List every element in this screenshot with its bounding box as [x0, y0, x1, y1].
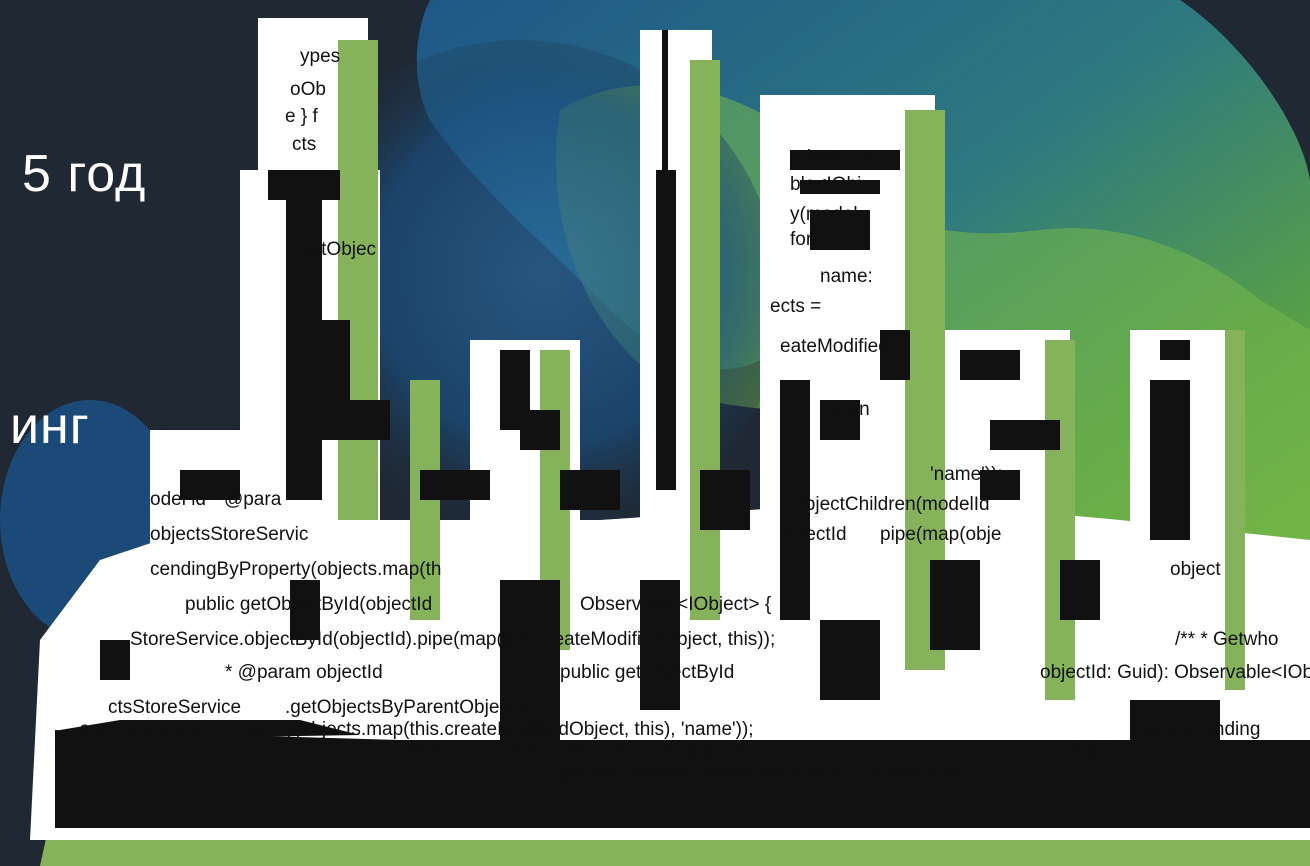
code-fragment: sortAscending	[1140, 719, 1260, 740]
code-fragment: cts	[292, 134, 316, 155]
code-fragment: object	[1170, 559, 1221, 580]
code-fragment: sortAscendingByProperty(objects.map(this…	[80, 719, 754, 740]
code-fragment: getObjec	[300, 239, 376, 260]
code-fragment: cendingByProperty(objects.map(th	[150, 559, 441, 580]
code-fragment: * @param objectId	[225, 662, 383, 683]
code-fragment: collator = new Intl.Collator(this.transl…	[390, 741, 812, 762]
code-fragment: ypes	[300, 46, 340, 67]
heading-line-2: инг	[10, 397, 90, 455]
code-fragment: private createModifiedObject(object: IBa…	[560, 763, 979, 784]
skyline-silhouette	[55, 30, 1310, 828]
code-fragment: string(0,2)); ret	[1050, 741, 1175, 762]
code-text-overlay: ypes oOb e } f cts getObjec odel id * @para ob…	[80, 46, 1310, 784]
code-fragment: private va	[790, 147, 873, 168]
code-fragment: ctsStoreService	[108, 697, 241, 718]
code-fragment: Observable<IObject> {	[580, 594, 772, 615]
code-fragment: ObjectChildren(modelId	[790, 494, 990, 515]
heading-line-1: 5 год	[22, 145, 147, 203]
code-fragment: ble<IObj	[790, 174, 861, 195]
code-fragment: StoreService.objectById(objectId).pipe(m…	[130, 629, 775, 650]
code-fragment: public getObjectById	[560, 662, 734, 683]
code-fragment: public getObjectById(objectId	[185, 594, 432, 615]
code-fragment: oOb	[290, 79, 326, 100]
code-fragment: forkJoin(	[790, 229, 864, 250]
code-fragment: 'name'));	[930, 464, 1003, 485]
code-fragment: pipe(map(obje	[880, 524, 1001, 545]
code-fragment: .getObjectsByParentObjectId	[285, 697, 530, 718]
code-fragment: return	[820, 399, 870, 420]
code-fragment: name:	[820, 266, 873, 287]
code-fragment: objectId	[780, 524, 847, 545]
code-fragment: eateModified	[780, 336, 889, 357]
code-fragment: y(model	[790, 204, 858, 225]
code-fragment: objectId: Guid): Observable<IObjec	[1040, 662, 1310, 683]
code-fragment: e } f	[285, 106, 318, 127]
code-fragment: ects =	[770, 296, 821, 317]
code-fragment: /** * Getwho	[1175, 629, 1279, 650]
code-fragment: odel id * @para	[150, 489, 282, 510]
code-fragment: objectsStoreServic	[150, 524, 308, 545]
